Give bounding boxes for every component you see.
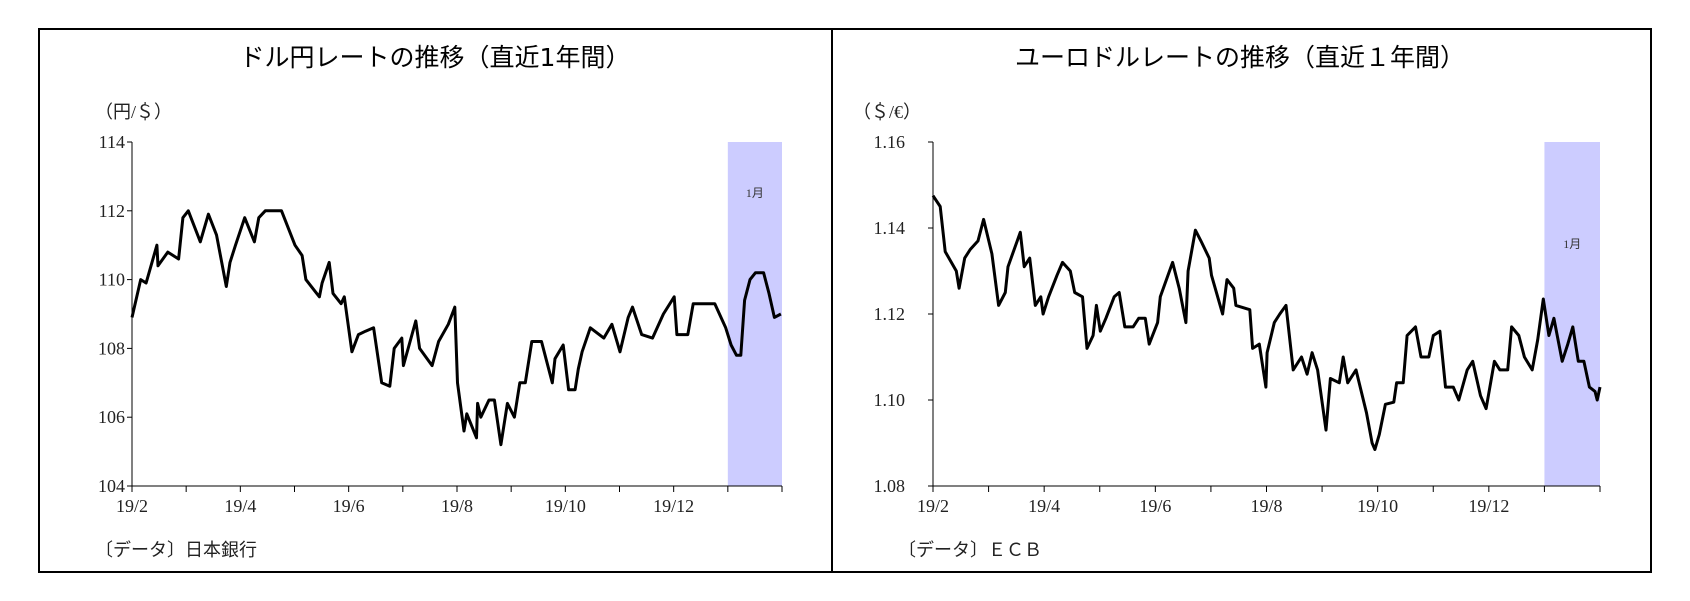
highlight-label: 1月 [1563,237,1581,251]
x-tick-label: 19/2 [917,496,949,516]
highlight-band [1544,142,1600,486]
panel-divider [831,28,833,573]
x-tick-label: 19/10 [1357,496,1398,516]
y-tick-label: 112 [99,201,125,221]
y-tick-label: 1.08 [874,476,906,496]
y-tick-label: 1.16 [874,132,906,152]
chart-title: ドル円レートの推移（直近1年間） [240,43,631,72]
x-tick-label: 19/4 [224,496,256,516]
data-source: 〔データ〕日本銀行 [95,540,257,560]
x-tick-label: 19/12 [653,496,694,516]
x-tick-label: 19/12 [1468,496,1509,516]
x-tick-label: 19/4 [1028,496,1060,516]
x-tick-label: 19/2 [116,496,148,516]
chart-panel-usdjpy: 1月 ドル円レートの推移（直近1年間） （円/＄） 104 106 108 110 112 11… [95,43,783,560]
series-line [931,194,1602,451]
y-tick-label: 1.14 [874,218,906,238]
y-tick-label: 110 [99,270,125,290]
series-line [130,209,782,447]
chart-frame [38,28,1652,573]
y-tick-label: 1.10 [874,390,906,410]
chart-title: ユーロドルレートの推移（直近１年間） [1015,43,1465,72]
y-tick-label: 108 [98,338,125,358]
y-axis-unit: （円/＄） [95,102,172,122]
x-tick-label: 19/8 [441,496,473,516]
y-axis-unit: （＄/€） [853,102,921,122]
y-tick-label: 1.12 [874,304,906,324]
x-tick-label: 19/8 [1250,496,1282,516]
y-tick-label: 106 [98,407,125,427]
y-tick-label: 104 [98,476,125,496]
x-tick-label: 19/6 [333,496,365,516]
x-tick-label: 19/6 [1139,496,1171,516]
y-tick-label: 114 [99,132,125,152]
x-tick-label: 19/10 [545,496,586,516]
data-source: 〔データ〕ＥＣＢ [898,540,1042,560]
highlight-label: 1月 [746,186,764,200]
chart-panel-eurusd: 1月 ユーロドルレートの推移（直近１年間） （＄/€） 1.08 1.10 1.12 1.1… [853,43,1602,560]
